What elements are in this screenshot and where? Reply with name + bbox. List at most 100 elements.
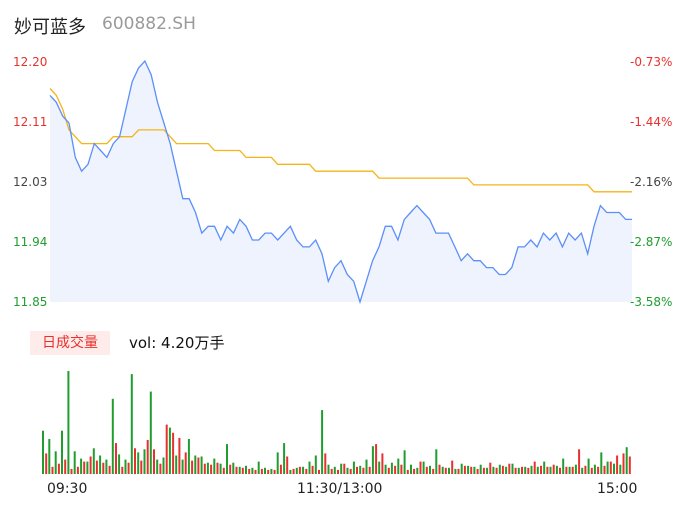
- volume-bar-down: [473, 466, 476, 474]
- x-tick-close: 15:00: [597, 481, 638, 497]
- volume-bar-down: [619, 464, 622, 474]
- volume-bar-down: [302, 466, 305, 474]
- stock-name: 妙可蓝多: [14, 17, 86, 38]
- volume-badge: 日成交量: [30, 331, 110, 355]
- volume-bar-down: [257, 461, 260, 474]
- volume-bar-up: [254, 469, 257, 474]
- volume-bar-down: [143, 449, 146, 474]
- y-left-tick: 12.03: [13, 175, 48, 189]
- volume-bar-down: [543, 461, 546, 474]
- volume-readout: vol: 4.20万手: [129, 334, 225, 352]
- volume-bar-up: [571, 466, 574, 474]
- volume-bar-up: [210, 464, 213, 474]
- x-tick-open: 09:30: [47, 481, 88, 497]
- volume-bar-up: [444, 467, 447, 474]
- volume-bar-up: [286, 456, 289, 474]
- volume-bar-up: [191, 460, 194, 474]
- volume-bar-up: [578, 449, 581, 474]
- volume-bar-up: [229, 464, 232, 474]
- volume-bar-up: [172, 432, 175, 474]
- volume-bar-down: [48, 439, 51, 474]
- volume-bar-down: [536, 466, 539, 474]
- volume-bar-up: [216, 462, 219, 474]
- volume-bar-up: [533, 461, 536, 474]
- volume-bar-up: [330, 468, 333, 475]
- volume-bar-down: [270, 468, 273, 475]
- volume-bar-down: [73, 451, 76, 474]
- volume-bar-down: [206, 462, 209, 474]
- volume-bar-up: [501, 465, 504, 474]
- volume-bar-down: [156, 459, 159, 474]
- volume-bar-up: [51, 466, 54, 474]
- y-right-tick: -2.87%: [630, 235, 673, 249]
- volume-bar-up: [153, 449, 155, 474]
- y-right-tick: -0.73%: [630, 55, 673, 69]
- y-right-tick: -2.16%: [630, 175, 673, 189]
- volume-bar-up: [482, 467, 485, 474]
- volume-bar-up: [451, 460, 454, 474]
- volume-bar-down: [340, 463, 343, 474]
- volume-bar-down: [448, 467, 450, 474]
- volume-bar-down: [99, 455, 102, 474]
- volume-bar-up: [248, 468, 251, 475]
- volume-bar-up: [457, 468, 460, 475]
- volume-bar-down: [441, 466, 444, 474]
- volume-bar-up: [203, 463, 206, 474]
- volume-bar-down: [505, 466, 508, 474]
- volume-bar-down: [378, 461, 381, 474]
- price-area-fill: [50, 61, 632, 302]
- volume-bar-up: [381, 453, 384, 474]
- volume-bar-up: [64, 459, 67, 474]
- volume-bar-up: [413, 468, 416, 475]
- volume-bar-down: [524, 466, 527, 474]
- volume-bar-down: [346, 467, 349, 474]
- volume-bar-down: [283, 443, 286, 474]
- volume-bar-down: [219, 463, 222, 474]
- volume-bar-down: [162, 457, 165, 474]
- volume-bar-down: [194, 455, 197, 474]
- volume-bar-up: [108, 465, 111, 474]
- volume-bar-down: [454, 468, 457, 475]
- volume-bar-down: [124, 459, 127, 474]
- volume-bar-up: [235, 466, 238, 474]
- volume-bar-down: [486, 467, 489, 474]
- volume-bar-down: [600, 452, 603, 474]
- volume-bar-down: [149, 391, 152, 474]
- volume-bar-down: [327, 464, 330, 474]
- volume-bar-up: [165, 424, 168, 474]
- volume-bar-up: [115, 443, 117, 474]
- volume-bar-down: [54, 451, 57, 474]
- volume-bar-up: [279, 464, 282, 474]
- volume-bar-up: [438, 464, 441, 474]
- volume-bar-down: [264, 467, 266, 474]
- volume-bar-down: [467, 465, 470, 474]
- volume-bar-down: [232, 462, 235, 474]
- volume-bar-up: [622, 453, 625, 474]
- volume-bar-up: [76, 466, 79, 474]
- volume-bar-up: [375, 444, 378, 474]
- volume-bar-down: [574, 464, 577, 474]
- volume-bar-down: [492, 466, 495, 474]
- volume-bar-down: [333, 466, 336, 474]
- volume-bar-down: [625, 447, 628, 474]
- volume-bar-down: [384, 464, 387, 474]
- volume-bar-down: [238, 466, 241, 474]
- volume-bar-up: [102, 462, 105, 474]
- volume-bar-down: [42, 430, 44, 474]
- y-right-tick: -3.58%: [630, 295, 673, 309]
- volume-bar-down: [92, 448, 95, 475]
- volume-bar-down: [422, 461, 425, 474]
- volume-bar-up: [527, 467, 530, 474]
- volume-bar-down: [498, 464, 501, 474]
- volume-bar-up: [356, 466, 358, 474]
- volume-bar-up: [521, 466, 523, 474]
- volume-bar-up: [616, 455, 619, 474]
- volume-bar-up: [241, 467, 244, 474]
- volume-bar-down: [86, 461, 89, 474]
- volume-bar-up: [337, 469, 339, 474]
- volume-bar-up: [95, 460, 98, 474]
- volume-bar-down: [118, 454, 121, 474]
- volume-bar-up: [387, 467, 390, 474]
- volume-bar-down: [581, 467, 584, 474]
- volume-bar-up: [260, 468, 263, 475]
